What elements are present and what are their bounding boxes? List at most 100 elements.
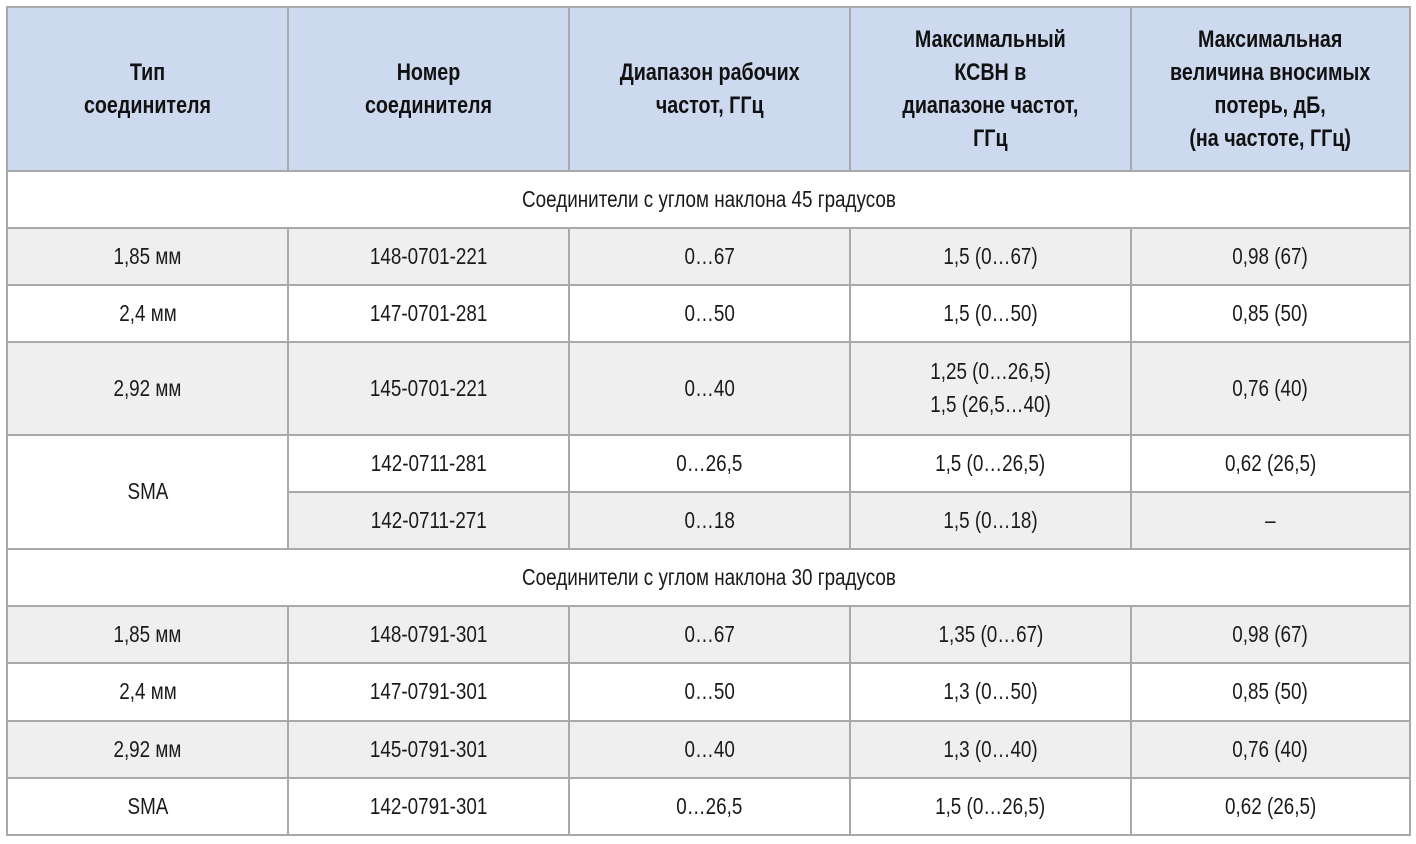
header-loss-line-3: потерь, дБ, (1214, 91, 1327, 119)
table-row: 2,4 мм 147-0791-301 0…50 1,3 (0…50) 0,85… (6, 662, 1411, 722)
table-row: 142-0711-271 0…18 1,5 (0…18) – (7, 490, 1411, 550)
header-vswr-line-2: КСВН в (954, 58, 1027, 86)
cell-loss-text: 0,85 (50) (1232, 300, 1309, 327)
cell-range-text: 0…40 (684, 735, 735, 762)
cell-vswr: 1,5 (0…26,5) (849, 776, 1132, 837)
cell-type-text: SMA (127, 478, 168, 505)
cell-range: 0…26,5 (568, 433, 851, 493)
cell-vswr-text: 1,3 (0…40) (943, 735, 1038, 762)
cell-number-text: 148-0791-301 (369, 621, 488, 648)
cell-number: 148-0701-221 (287, 226, 570, 286)
header-range-line-2: частот, ГГц (655, 91, 764, 119)
table-row: SMA 142-0791-301 0…26,5 1,5 (0…26,5) 0,6… (6, 776, 1411, 837)
cell-vswr-text: 1,5 (0…26,5) (935, 792, 1046, 819)
cell-range-text: 0…18 (684, 506, 735, 533)
table-row: 2,4 мм 147-0701-281 0…50 1,5 (0…50) 0,85… (6, 283, 1411, 344)
cell-vswr-line-1: 1,25 (0…26,5) (930, 358, 1051, 385)
cell-number: 142-0711-271 (287, 490, 570, 550)
cell-vswr: 1,5 (0…50) (849, 283, 1132, 344)
cell-vswr: 1,35 (0…67) (849, 605, 1132, 665)
section-title-45: Соединители с углом наклона 45 градусов (6, 169, 1411, 229)
section-title-30: Соединители с углом наклона 30 градусов (6, 547, 1411, 608)
cell-vswr: 1,5 (0…26,5) (849, 433, 1132, 493)
cell-loss: 0,85 (50) (1130, 283, 1411, 344)
cell-vswr: 1,5 (0…18) (849, 490, 1132, 550)
cell-loss-text: 0,98 (67) (1232, 242, 1309, 269)
cell-range: 0…40 (568, 341, 851, 436)
cell-range: 0…50 (568, 283, 851, 344)
cell-vswr-text: 1,5 (0…67) (943, 242, 1038, 269)
cell-number-text: 142-0791-301 (369, 792, 488, 819)
cell-type: SMA (6, 776, 289, 837)
cell-range-text: 0…67 (684, 621, 735, 648)
cell-vswr-text: 1,5 (0…50) (943, 300, 1038, 327)
cell-loss-text: 0,98 (67) (1232, 621, 1309, 648)
cell-type-text: 1,85 мм (113, 242, 182, 269)
cell-type-text: 2,92 мм (113, 374, 182, 401)
section-title-text: Соединители с углом наклона 30 градусов (521, 564, 896, 591)
cell-range: 0…67 (568, 605, 851, 665)
header-loss-line-1: Максимальная (1198, 25, 1343, 53)
cell-type: 1,85 мм (6, 226, 289, 286)
cell-vswr: 1,25 (0…26,5) 1,5 (26,5…40) (849, 341, 1132, 436)
cell-range: 0…40 (568, 719, 851, 779)
cell-number: 147-0701-281 (287, 283, 570, 344)
cell-range: 0…18 (568, 490, 851, 550)
section-title-text: Соединители с углом наклона 45 градусов (521, 185, 896, 212)
cell-loss-text: 0,62 (26,5) (1224, 792, 1317, 819)
table-row: 2,92 мм 145-0791-301 0…40 1,3 (0…40) 0,7… (6, 719, 1411, 779)
header-type: Тип соединителя (6, 6, 289, 172)
table-row: 1,85 мм 148-0791-301 0…67 1,35 (0…67) 0,… (6, 605, 1411, 665)
cell-number-text: 145-0791-301 (369, 735, 488, 762)
cell-loss: – (1130, 490, 1411, 550)
connector-spec-table: Тип соединителя Номер соединителя Диапаз… (6, 6, 1411, 837)
header-number: Номер соединителя (287, 6, 570, 172)
cell-range-text: 0…26,5 (676, 449, 743, 476)
cell-loss-text: – (1265, 506, 1276, 533)
header-type-line-2: соединителя (83, 91, 212, 119)
cell-type: SMA (6, 433, 289, 550)
section-row: Соединители с углом наклона 45 градусов (6, 169, 1411, 229)
header-loss-line-4: (на частоте, ГГц) (1189, 124, 1352, 152)
cell-loss-text: 0,85 (50) (1232, 678, 1309, 705)
header-vswr-line-4: ГГц (973, 124, 1008, 152)
cell-number: 147-0791-301 (287, 662, 570, 722)
cell-vswr: 1,3 (0…50) (849, 662, 1132, 722)
cell-type-text: SMA (127, 792, 168, 819)
cell-range-text: 0…67 (684, 242, 735, 269)
cell-type-text: 2,92 мм (113, 735, 182, 762)
cell-number-text: 147-0701-281 (369, 300, 488, 327)
cell-range: 0…26,5 (568, 776, 851, 837)
cell-loss-text: 0,76 (40) (1232, 374, 1309, 401)
header-range-line-1: Диапазон рабочих (619, 58, 800, 86)
cell-vswr: 1,3 (0…40) (849, 719, 1132, 779)
cell-type: 2,92 мм (6, 341, 289, 436)
cell-loss-text: 0,62 (26,5) (1224, 449, 1317, 476)
header-row: Тип соединителя Номер соединителя Диапаз… (6, 6, 1411, 172)
cell-range: 0…50 (568, 662, 851, 722)
header-vswr: Максимальный КСВН в диапазоне частот, ГГ… (849, 6, 1132, 172)
cell-number-text: 145-0701-221 (369, 374, 488, 401)
section-row: Соединители с углом наклона 30 градусов (6, 547, 1411, 608)
table-row: SMA 142-0711-281 0…26,5 1,5 (0…26,5) 0,6… (6, 433, 1411, 550)
header-number-line-1: Номер (396, 58, 461, 86)
cell-loss-text: 0,76 (40) (1232, 735, 1309, 762)
header-type-line-1: Тип (129, 58, 166, 86)
cell-number: 145-0791-301 (287, 719, 570, 779)
cell-vswr-text: 1,5 (0…26,5) (935, 449, 1046, 476)
cell-number-text: 147-0791-301 (369, 678, 488, 705)
cell-range-text: 0…50 (684, 678, 735, 705)
cell-number: 142-0711-281 (287, 433, 570, 493)
cell-loss: 0,62 (26,5) (1130, 776, 1411, 837)
cell-vswr-text: 1,5 (0…18) (943, 506, 1038, 533)
cell-type: 2,4 мм (6, 662, 289, 722)
cell-loss: 0,85 (50) (1130, 662, 1411, 722)
header-loss-line-2: величина вносимых (1170, 58, 1371, 86)
cell-type-text: 2,4 мм (118, 300, 177, 327)
cell-vswr: 1,5 (0…67) (849, 226, 1132, 286)
header-vswr-line-3: диапазоне частот, (902, 91, 1079, 119)
header-vswr-line-1: Максимальный (915, 25, 1066, 53)
cell-vswr-text: 1,3 (0…50) (943, 678, 1038, 705)
cell-range-text: 0…50 (684, 300, 735, 327)
header-number-line-2: соединителя (364, 91, 493, 119)
